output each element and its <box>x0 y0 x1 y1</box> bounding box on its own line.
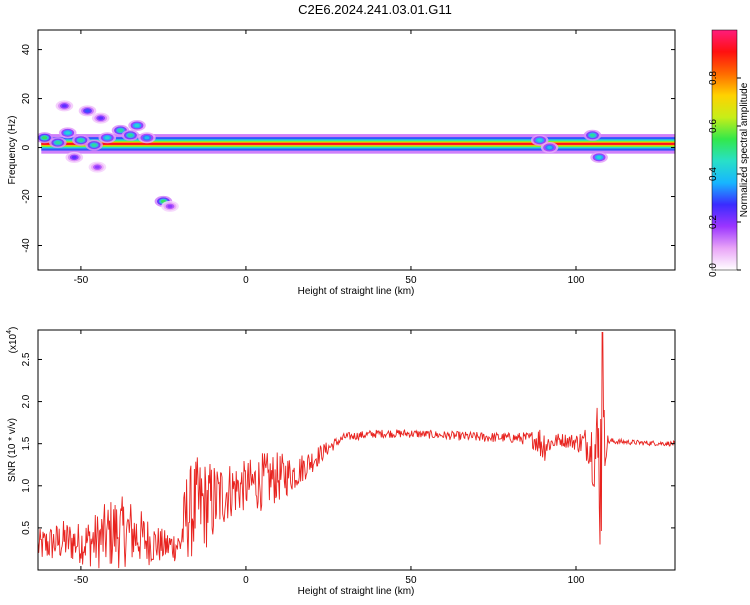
colorbar-tick-label: 0.8 <box>708 71 719 85</box>
spectral-blob <box>95 165 100 169</box>
spectral-blob <box>128 133 133 137</box>
spectrogram-frame <box>37 29 676 271</box>
colorbar-gradient <box>711 29 738 271</box>
colorbar: 0.0 0.2 0.4 0.6 0.8 Normalized spectral ampl… <box>708 29 750 277</box>
figure-title: C2E6.2024.241.03.01.G11 <box>298 2 452 17</box>
spectrogram-panel: -50 0 50 100 -40 -20 0 20 40 Height of straight … <box>7 29 676 297</box>
snr-y-label: SNR (10 * v/v) <box>7 418 18 482</box>
spectral-blob <box>65 131 71 135</box>
spectral-blob <box>596 155 602 159</box>
colorbar-label: Normalized spectral amplitude <box>739 82 750 217</box>
snr-x-tick-label: -50 <box>74 575 89 586</box>
spectral-band <box>41 142 675 145</box>
snr-y-tick-label: 1.0 <box>21 478 32 492</box>
spectrogram-y-tick-label: 20 <box>21 93 32 105</box>
snr-y-tick-label: 0.5 <box>21 521 32 535</box>
spectral-blob <box>537 138 543 142</box>
spectral-blob <box>85 109 90 113</box>
snr-multiplier-exp: 4 <box>6 330 13 334</box>
snr-panel: -50 0 50 100 0.5 1.0 1.5 2.0 2.5 Height of strai… <box>6 327 676 597</box>
spectral-blob <box>42 136 48 140</box>
snr-y-tick-label: 1.5 <box>21 436 32 450</box>
spectral-blob <box>547 146 552 150</box>
spectral-blob <box>144 136 150 140</box>
snr-axes: -50 0 50 100 0.5 1.0 1.5 2.0 2.5 <box>21 330 675 586</box>
colorbar-tick-label: 0.6 <box>708 119 719 133</box>
snr-multiplier-base: (x10 <box>8 333 19 353</box>
spectral-blob <box>55 141 61 145</box>
spectrogram-x-tick-label: 50 <box>405 275 417 286</box>
spectral-blob <box>91 143 97 147</box>
snr-series-line <box>38 332 675 569</box>
spectrogram-y-tick-label: -40 <box>21 238 32 253</box>
spectrogram-x-tick-label: 100 <box>568 275 585 286</box>
spectrogram-y-tick-label: -20 <box>21 189 32 204</box>
snr-y-tick-label: 2.0 <box>21 394 32 408</box>
spectral-blob <box>134 124 140 128</box>
spectral-blob <box>71 155 77 159</box>
snr-frame <box>37 329 676 571</box>
snr-x-tick-label: 50 <box>405 575 417 586</box>
snr-multiplier: (x104) <box>6 327 19 354</box>
spectrogram-x-label: Height of straight line (km) <box>298 286 415 297</box>
snr-y-tick-label: 2.5 <box>21 352 32 366</box>
spectral-blob <box>167 204 173 208</box>
spectral-blob <box>98 116 104 120</box>
spectral-blob <box>62 104 67 108</box>
spectrogram-x-tick-label: 0 <box>243 275 249 286</box>
colorbar-tick-label: 0.4 <box>708 167 719 181</box>
colorbar-tick-label: 0.0 <box>708 263 719 277</box>
snr-x-tick-label: 0 <box>243 575 249 586</box>
colorbar-tick-label: 0.2 <box>708 215 719 229</box>
spectrogram-y-tick-label: 0 <box>21 144 32 150</box>
svg-text:(x104): (x104) <box>6 327 19 354</box>
spectrogram-y-label: Frequency (Hz) <box>7 116 18 185</box>
snr-x-label: Height of straight line (km) <box>298 586 415 597</box>
snr-multiplier-close: ) <box>8 327 19 330</box>
spectrogram-x-tick-label: -50 <box>74 275 89 286</box>
spectral-blob <box>118 128 123 132</box>
spectrogram-y-tick-label: 40 <box>21 44 32 56</box>
spectrogram-heatmap <box>38 100 675 212</box>
snr-plot-area <box>38 332 675 569</box>
spectral-blob <box>104 136 110 140</box>
snr-x-tick-label: 100 <box>568 575 585 586</box>
spectral-blob <box>78 138 84 142</box>
spectrogram-axes: -50 0 50 100 -40 -20 0 20 40 <box>21 30 675 286</box>
colorbar-ticks: 0.0 0.2 0.4 0.6 0.8 <box>708 71 741 277</box>
spectral-blob <box>590 133 595 137</box>
